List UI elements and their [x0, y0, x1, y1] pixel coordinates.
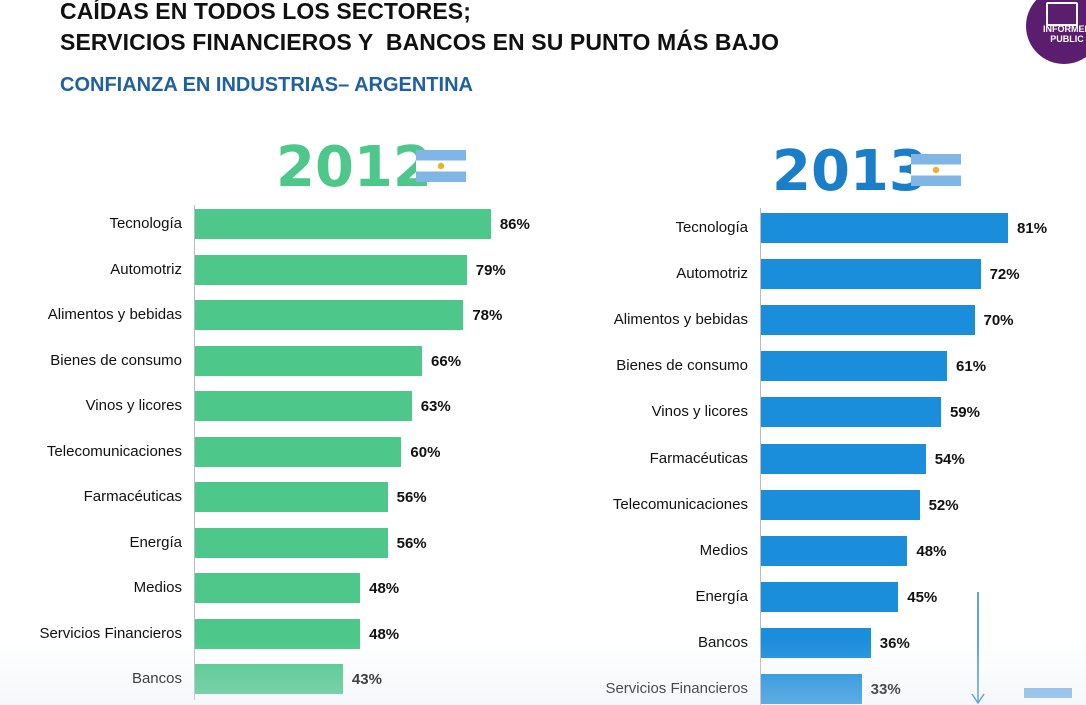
title-line-2: SERVICIOS FINANCIEROS Y BANCOS EN SU PUN…: [60, 29, 780, 55]
chart-2013-value-label: 54%: [934, 450, 965, 468]
slide-subtitle: CONFIANZA EN INDUSTRIAS– ARGENTINA: [60, 74, 473, 96]
chart-2012-value-label: 79%: [475, 261, 506, 279]
chart-2012-title: 2012: [276, 135, 432, 200]
argentina-flag-icon: [416, 150, 466, 182]
chart-2012-category-label: Telecomunicaciones: [46, 442, 182, 460]
down-arrow-icon: [971, 592, 985, 705]
chart-2012-value-label: 60%: [410, 443, 441, 461]
chart-2013-value-label: 59%: [949, 404, 980, 422]
chart-2012-category-label: Automotriz: [110, 260, 182, 278]
chart-2013-category-label: Automotriz: [676, 265, 748, 283]
chart-2012-bar: [195, 573, 361, 603]
chart-2012-category-label: Alimentos y bebidas: [47, 306, 182, 323]
chart-2012-category-label: Bienes de consumo: [50, 351, 182, 369]
chart-2013-title: 2013: [772, 139, 928, 204]
chart-2012-bar: [195, 436, 402, 467]
chart-2013-value-label: 52%: [928, 496, 959, 514]
chart-2013-bar: [761, 259, 981, 290]
chart-2012-category-label: Farmacéuticas: [83, 488, 182, 505]
logo-line-2: PUBLIC: [1050, 34, 1084, 44]
chart-2013-value-label: 72%: [989, 266, 1020, 284]
chart-2012-value-label: 63%: [420, 398, 451, 415]
chart-2013-bar: [761, 581, 899, 612]
chart-2013-category-label: Farmacéuticas: [649, 449, 748, 467]
chart-2012-bar: [195, 391, 412, 421]
chart-2013-category-label: Bienes de consumo: [616, 357, 748, 375]
chart-2012-value-label: 56%: [396, 489, 427, 506]
chart-2013-value-label: 70%: [983, 312, 1014, 330]
argentina-flag-icon: [1024, 688, 1072, 705]
chart-2013-value-label: 36%: [879, 634, 910, 652]
chart-2012-bar: [195, 209, 491, 239]
chart-2012-category-label: Servicios Financieros: [39, 624, 182, 642]
chart-2012-bar: [195, 618, 361, 649]
logo-line-1: INFORMED: [1043, 24, 1086, 34]
chart-2012-value-label: 48%: [369, 580, 400, 597]
chart-2012-value-label: 43%: [351, 671, 382, 688]
chart-2013-category-label: Servicios Financieros: [605, 680, 748, 697]
chart-2012-value-label: 78%: [472, 307, 503, 324]
chart-2013-category-label: Bancos: [697, 633, 748, 651]
chart-2013-bar: [761, 351, 948, 382]
title-line-1: CAÍDAS EN TODOS LOS SECTORES;: [60, 0, 471, 24]
chart-2012-category-label: Medios: [133, 579, 182, 596]
chart-2012-bar: [195, 527, 388, 558]
chart-2012-category-label: Energía: [129, 533, 182, 551]
edelman-logo-icon: INFORMED PUBLIC: [1026, 0, 1086, 64]
chart-2012-bar: [195, 482, 388, 512]
chart-2013-bar: [761, 627, 871, 658]
chart-2012-bar: [195, 345, 423, 376]
chart-2012-value-label: 48%: [369, 625, 400, 643]
chart-2013-category-label: Vinos y licores: [651, 403, 748, 421]
chart-2013-category-label: Energía: [695, 587, 748, 605]
chart-2013-bar: [761, 213, 1009, 243]
chart-2012-value-label: 86%: [499, 216, 530, 233]
chart-2012-axis: [194, 205, 195, 700]
chart-2012-value-label: 56%: [396, 534, 427, 552]
chart-2012-value-label: 66%: [431, 352, 462, 370]
chart-2013-value-label: 81%: [1017, 220, 1048, 237]
chart-2013-axis: [760, 208, 761, 705]
logo-box: [1046, 2, 1078, 26]
chart-2012-bar: [195, 664, 343, 694]
chart-2013-bar: [761, 397, 941, 428]
chart-2013-category-label: Alimentos y bebidas: [613, 311, 748, 329]
chart-2012-category-label: Tecnología: [109, 215, 182, 232]
logo-text: INFORMED PUBLIC: [1038, 24, 1086, 44]
chart-2013-category-label: Tecnología: [675, 219, 748, 236]
argentina-flag-icon: [911, 154, 961, 186]
chart-2013-value-label: 33%: [870, 681, 901, 698]
chart-2013-value-label: 48%: [916, 542, 947, 560]
chart-2012-bar: [195, 254, 467, 285]
chart-2012-bar: [195, 300, 464, 330]
chart-2013-category-label: Telecomunicaciones: [612, 495, 748, 513]
chart-2013-bar: [761, 674, 862, 704]
chart-2013-category-label: Medios: [699, 541, 748, 559]
chart-2012-category-label: Bancos: [131, 670, 182, 687]
chart-2013-value-label: 61%: [956, 358, 987, 376]
chart-2013-value-label: 45%: [907, 588, 938, 606]
chart-2012-category-label: Vinos y licores: [85, 397, 182, 414]
slide-title: CAÍDAS EN TODOS LOS SECTORES; SERVICIOS …: [60, 0, 779, 58]
chart-2013-bar: [761, 535, 908, 566]
chart-2013-bar: [761, 443, 926, 474]
chart-2013-bar: [761, 305, 975, 336]
chart-2013-bar: [761, 489, 920, 520]
